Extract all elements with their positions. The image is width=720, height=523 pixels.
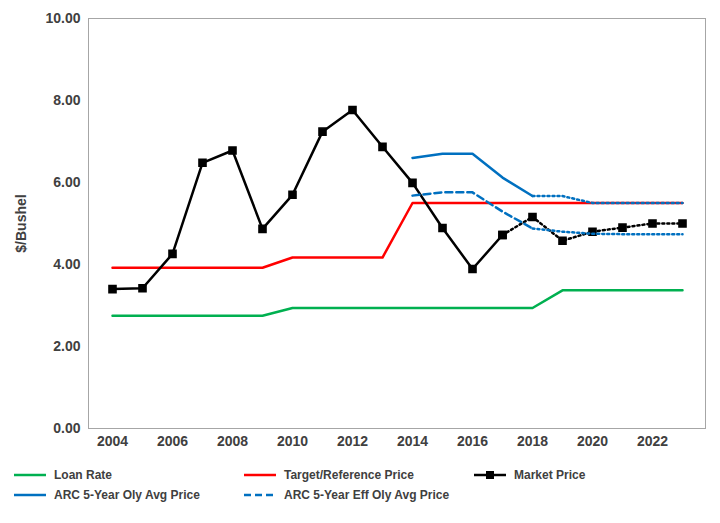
- svg-text:2008: 2008: [217, 433, 248, 449]
- svg-text:2004: 2004: [97, 433, 128, 449]
- html-text:Loan Rate: Loan Rate: [54, 468, 112, 482]
- svg-text:2014: 2014: [397, 433, 428, 449]
- svg-text:4.00: 4.00: [53, 256, 80, 272]
- svg-text:2006: 2006: [157, 433, 188, 449]
- html-text:Market Price: Market Price: [514, 468, 586, 482]
- svg-text:8.00: 8.00: [53, 92, 80, 108]
- svg-text:2010: 2010: [277, 433, 308, 449]
- html-text:ARC 5-Year Oly Avg Price: ARC 5-Year Oly Avg Price: [54, 488, 200, 502]
- html-text:Target/Reference Price: Target/Reference Price: [284, 468, 414, 482]
- svg-text:2018: 2018: [517, 433, 548, 449]
- svg-text:$/Bushel: $/Bushel: [13, 194, 29, 252]
- html-text:ARC 5-Year Eff Oly Avg Price: ARC 5-Year Eff Oly Avg Price: [284, 488, 450, 502]
- svg-text:6.00: 6.00: [53, 174, 80, 190]
- svg-text:2.00: 2.00: [53, 338, 80, 354]
- svg-text:2016: 2016: [457, 433, 488, 449]
- svg-text:2022: 2022: [637, 433, 668, 449]
- svg-text:0.00: 0.00: [53, 420, 80, 436]
- svg-text:2012: 2012: [337, 433, 368, 449]
- svg-text:10.00: 10.00: [45, 10, 80, 26]
- svg-text:2020: 2020: [577, 433, 608, 449]
